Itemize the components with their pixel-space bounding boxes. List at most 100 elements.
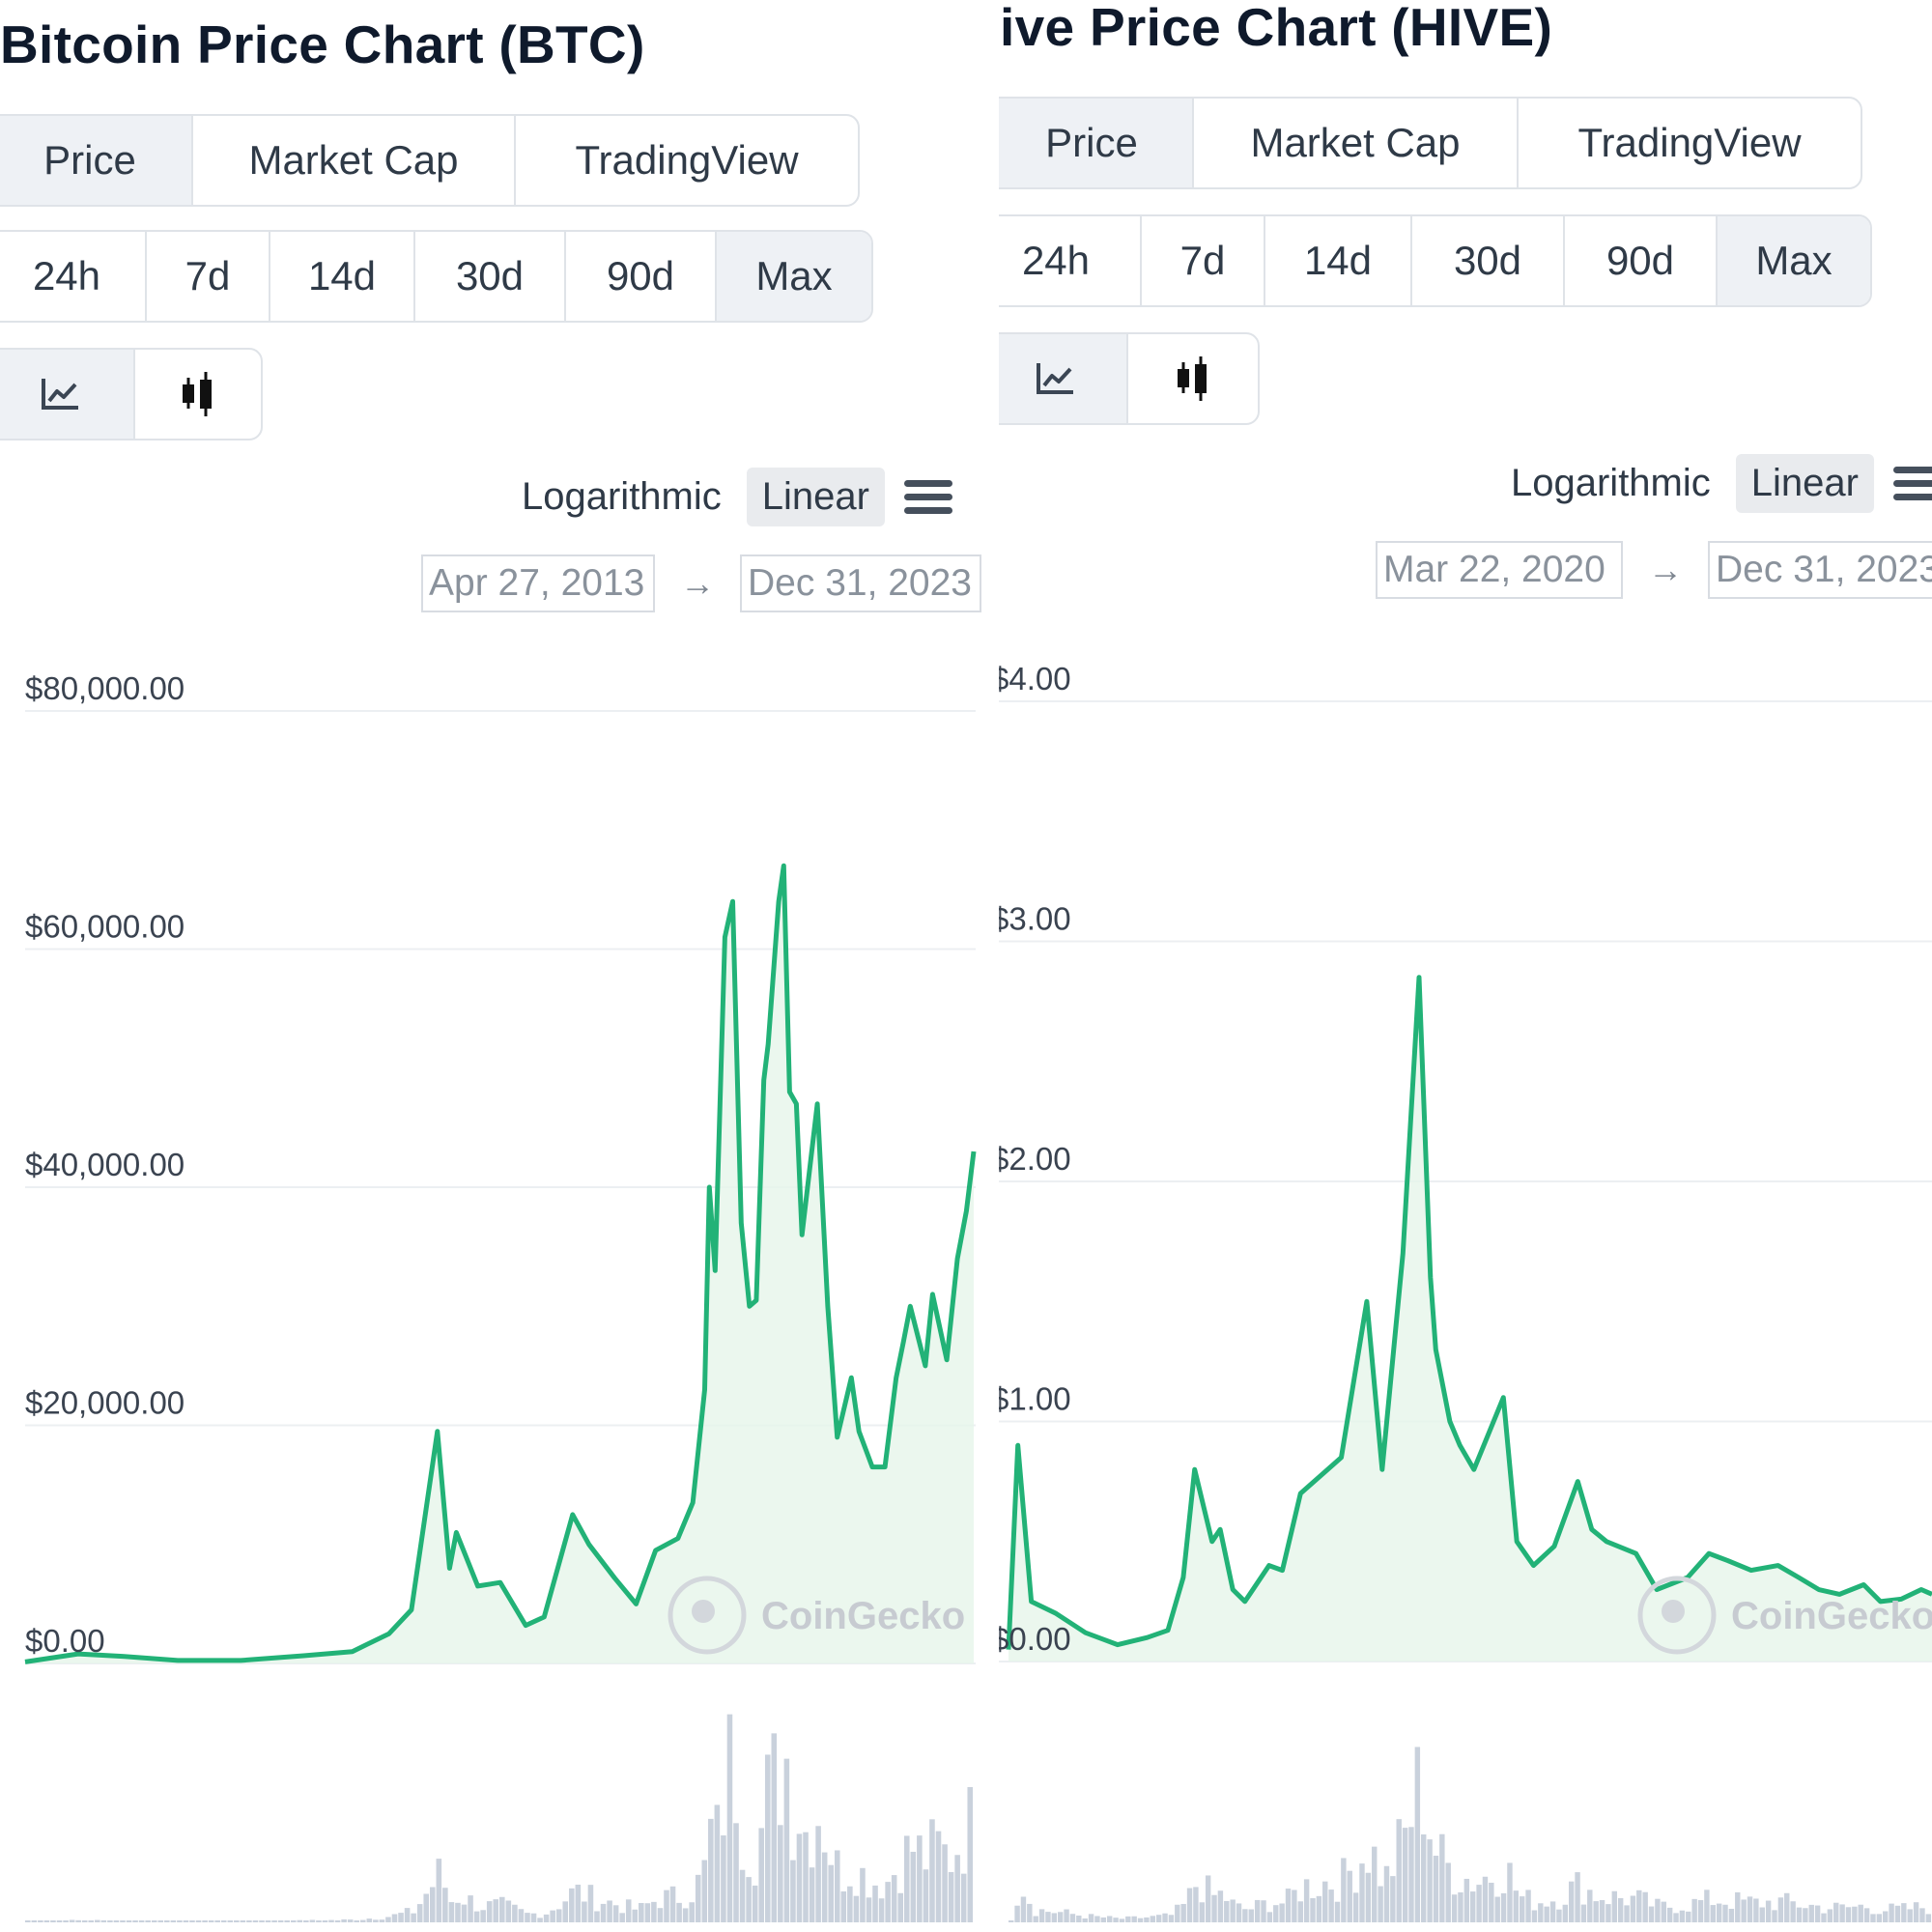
volume-bar [234, 1920, 240, 1922]
hamburger-menu-icon[interactable] [1892, 465, 1932, 503]
volume-bar [1697, 1900, 1704, 1922]
volume-bar [1470, 1891, 1476, 1922]
btc-tab-price[interactable]: Price [0, 116, 193, 205]
hive-watermark: CoinGecko [1637, 1576, 1932, 1655]
volume-bar [164, 1920, 170, 1922]
volume-bar [214, 1920, 220, 1922]
volume-bar [1833, 1902, 1839, 1922]
volume-bar [1328, 1889, 1334, 1922]
volume-bar [1562, 1904, 1569, 1922]
volume-bar [195, 1920, 202, 1922]
volume-bar [1445, 1862, 1451, 1922]
volume-bar [423, 1893, 430, 1922]
hive-scale-logarithmic[interactable]: Logarithmic [1511, 462, 1711, 504]
volume-bar [639, 1902, 644, 1922]
volume-bar [88, 1920, 95, 1922]
btc-tab-market-cap[interactable]: Market Cap [193, 116, 516, 205]
volume-bar [625, 1899, 632, 1922]
volume-bar [1803, 1908, 1808, 1922]
volume-bar [505, 1900, 512, 1922]
volume-bar [1014, 1905, 1020, 1922]
hive-tab-market-cap[interactable]: Market Cap [1194, 99, 1519, 187]
btc-period-30d[interactable]: 30d [415, 232, 566, 321]
hive-line-chart-button[interactable] [999, 334, 1128, 423]
volume-bar [1390, 1876, 1396, 1922]
btc-date-to-input[interactable]: Dec 31, 2023 [740, 554, 981, 612]
volume-bar [126, 1920, 132, 1922]
volume-bar [632, 1909, 639, 1922]
btc-date-from-input[interactable]: Apr 27, 2013 [421, 554, 655, 612]
btc-period-90d[interactable]: 90d [566, 232, 717, 321]
btc-price-chart[interactable]: $0.00 $20,000.00 $40,000.00 $60,000.00 $80,0… [0, 0, 999, 1932]
hive-price-chart[interactable]: $0.00 $1.00 $2.00 $3.00 $4.00 CoinGecko [999, 0, 1932, 1932]
volume-bar [373, 1919, 379, 1922]
hive-chart-title: ive Price Chart (HIVE) [1000, 0, 1553, 57]
volume-bar [1617, 1897, 1624, 1922]
btc-line-chart-button[interactable] [0, 350, 135, 439]
volume-bar [1451, 1894, 1458, 1922]
volume-bar [1150, 1916, 1156, 1922]
btc-date-range: Apr 27, 2013 → Dec 31, 2023 [421, 554, 981, 612]
y-tick-label: $40,000.00 [25, 1147, 185, 1182]
btc-period-7d[interactable]: 7d [147, 232, 270, 321]
hive-date-from-input[interactable]: Mar 22, 2020 [1376, 541, 1623, 599]
volume-bar [790, 1860, 796, 1922]
volume-bar [923, 1869, 929, 1922]
btc-period-14d[interactable]: 14d [270, 232, 415, 321]
hive-period-14d[interactable]: 14d [1265, 216, 1412, 305]
volume-bar [69, 1919, 75, 1922]
candlestick-icon [1178, 356, 1207, 401]
hive-period-90d[interactable]: 90d [1565, 216, 1718, 305]
btc-period-24h[interactable]: 24h [0, 232, 147, 321]
volume-bar [657, 1908, 664, 1922]
hive-candlestick-button[interactable] [1128, 334, 1258, 423]
volume-bar [1217, 1890, 1224, 1922]
volume-bar [897, 1892, 904, 1922]
hive-scale-linear[interactable]: Linear [1735, 454, 1874, 513]
hive-period-30d[interactable]: 30d [1412, 216, 1565, 305]
volume-bar [1544, 1906, 1549, 1922]
hive-period-max[interactable]: Max [1718, 216, 1870, 305]
btc-area [24, 863, 977, 1664]
volume-bar [594, 1911, 600, 1922]
btc-period-max[interactable]: Max [717, 232, 871, 321]
volume-bar [569, 1888, 575, 1922]
volume-bar [1549, 1901, 1556, 1922]
btc-candlestick-button[interactable] [135, 350, 261, 439]
volume-bar [1735, 1891, 1741, 1922]
volume-bar [891, 1875, 897, 1922]
volume-bar [455, 1902, 461, 1922]
volume-bar [847, 1886, 853, 1922]
volume-bar [1439, 1833, 1445, 1922]
volume-bar [1661, 1901, 1666, 1922]
volume-bar [644, 1903, 651, 1922]
volume-bar [1907, 1909, 1913, 1922]
volume-bar [385, 1917, 391, 1922]
btc-scale-logarithmic[interactable]: Logarithmic [522, 475, 722, 518]
volume-bar [525, 1913, 530, 1922]
volume-bar [1686, 1911, 1691, 1922]
volume-bar [967, 1786, 974, 1922]
hive-period-7d[interactable]: 7d [1142, 216, 1265, 305]
hamburger-menu-icon[interactable] [903, 478, 952, 517]
volume-bar [1175, 1904, 1180, 1922]
btc-tab-tradingview[interactable]: TradingView [575, 137, 799, 183]
volume-bar [1679, 1910, 1686, 1922]
hive-period-24h[interactable]: 24h [999, 216, 1142, 305]
hive-date-to-input[interactable]: Dec 31, 2023 [1708, 541, 1932, 599]
volume-bar [1507, 1862, 1513, 1922]
volume-bar [246, 1920, 252, 1922]
volume-bar [910, 1851, 917, 1922]
volume-bar [271, 1920, 277, 1922]
volume-bar [151, 1920, 157, 1922]
volume-bar [1279, 1903, 1285, 1922]
volume-bar [1494, 1896, 1500, 1922]
volume-bar [1827, 1909, 1833, 1922]
volume-bar [771, 1733, 778, 1922]
volume-bar [1020, 1896, 1027, 1922]
volume-bar [903, 1835, 910, 1922]
hive-tab-tradingview[interactable]: TradingView [1577, 120, 1802, 165]
hive-tab-price[interactable]: Price [999, 99, 1194, 187]
btc-scale-linear[interactable]: Linear [746, 468, 885, 526]
volume-bar [1076, 1915, 1082, 1922]
